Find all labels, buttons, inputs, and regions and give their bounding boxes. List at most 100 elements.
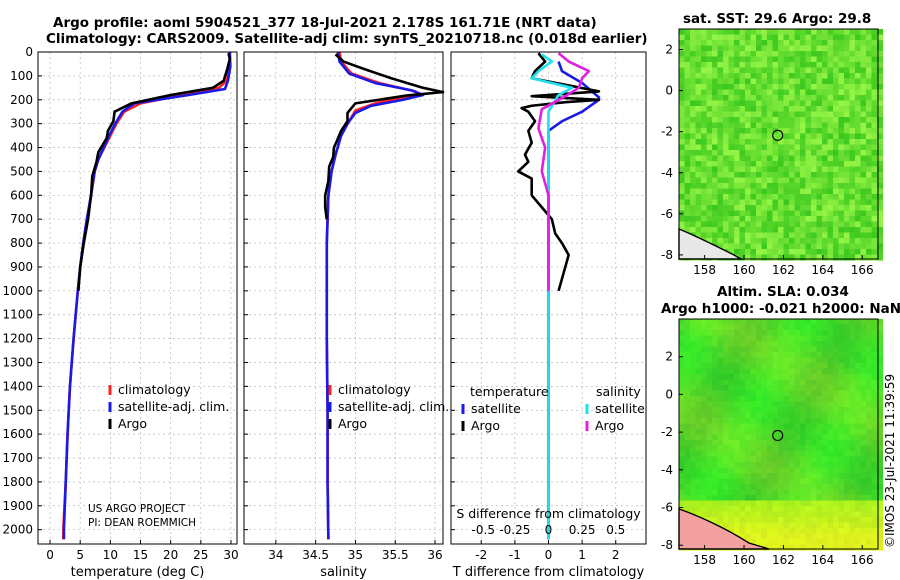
heatmap-cell [772, 412, 779, 419]
heatmap-cell [860, 429, 867, 436]
heatmap-cell [756, 40, 763, 47]
heatmap-cell [811, 418, 818, 425]
heatmap-cell [789, 522, 796, 529]
heatmap-cell [811, 357, 818, 364]
heatmap-cell [789, 445, 796, 452]
heatmap-cell [849, 522, 856, 529]
heatmap-cell [822, 161, 829, 168]
heatmap-cell [866, 84, 873, 91]
heatmap-cell [855, 117, 862, 124]
heatmap-cell [734, 412, 741, 419]
heatmap-cell [767, 254, 774, 261]
heatmap-cell [849, 210, 856, 217]
heatmap-cell [800, 335, 807, 342]
heatmap-cell [811, 390, 818, 397]
heatmap-cell [712, 51, 719, 58]
heatmap-cell [712, 144, 719, 151]
heatmap-cell [745, 150, 752, 157]
heatmap-cell [756, 401, 763, 408]
heatmap-cell [871, 95, 878, 102]
heatmap-cell [761, 473, 768, 480]
heatmap-cell [844, 324, 851, 331]
heatmap-cell [844, 418, 851, 425]
legend-label: satellite-adj. clim. [118, 399, 229, 414]
heatmap-cell [866, 517, 873, 524]
heatmap-cell [805, 89, 812, 96]
heatmap-cell [701, 29, 708, 36]
heatmap-cell [723, 95, 730, 102]
heatmap-cell [838, 62, 845, 69]
heatmap-cell [717, 172, 724, 179]
heatmap-cell [855, 522, 862, 529]
heatmap-cell [734, 484, 741, 491]
heatmap-cell [712, 385, 719, 392]
series-line-climatology [325, 51, 421, 540]
heatmap-cell [739, 440, 746, 447]
heatmap-cell [739, 407, 746, 414]
heatmap-cell [734, 346, 741, 353]
heatmap-cell [739, 423, 746, 430]
heatmap-cell [877, 84, 884, 91]
heatmap-cell [739, 188, 746, 195]
heatmap-cell [778, 89, 785, 96]
heatmap-cell [778, 243, 785, 250]
heatmap-cell [701, 352, 708, 359]
heatmap-cell [877, 128, 884, 135]
heatmap-cell [800, 418, 807, 425]
heatmap-cell [811, 473, 818, 480]
heatmap-cell [783, 330, 790, 337]
heatmap-cell [712, 357, 719, 364]
heatmap-cell [827, 232, 834, 239]
heatmap-cell [805, 341, 812, 348]
heatmap-cell [860, 144, 867, 151]
heatmap-cell [794, 363, 801, 370]
heatmap-cell [805, 122, 812, 129]
heatmap-cell [844, 122, 851, 129]
heatmap-cell [849, 379, 856, 386]
heatmap-cell [816, 489, 823, 496]
heatmap-cell [772, 418, 779, 425]
heatmap-cell [800, 194, 807, 201]
heatmap-cell [866, 533, 873, 540]
heatmap-cell [750, 106, 757, 113]
heatmap-cell [833, 401, 840, 408]
heatmap-cell [811, 177, 818, 184]
heatmap-cell [811, 73, 818, 80]
heatmap-cell [701, 385, 708, 392]
heatmap-cell [723, 216, 730, 223]
heatmap-cell [756, 144, 763, 151]
heatmap-cell [756, 84, 763, 91]
heatmap-cell [794, 243, 801, 250]
heatmap-cell [679, 368, 686, 375]
map-y-tick-label: 0 [665, 387, 673, 401]
heatmap-cell [717, 194, 724, 201]
heatmap-cell [767, 67, 774, 74]
heatmap-cell [811, 183, 818, 190]
heatmap-cell [789, 379, 796, 386]
heatmap-cell [717, 199, 724, 206]
heatmap-cell [811, 412, 818, 419]
heatmap-cell [871, 489, 878, 496]
heatmap-cell [860, 544, 867, 551]
heatmap-cell [761, 352, 768, 359]
heatmap-cell [800, 249, 807, 256]
heatmap-cell [690, 390, 697, 397]
heatmap-cell [794, 183, 801, 190]
heatmap-cell [860, 456, 867, 463]
heatmap-cell [679, 352, 686, 359]
heatmap-cell [745, 51, 752, 58]
heatmap-cell [717, 335, 724, 342]
heatmap-cell [816, 456, 823, 463]
heatmap-cell [723, 73, 730, 80]
heatmap-cell [866, 445, 873, 452]
heatmap-cell [789, 78, 796, 85]
heatmap-cell [712, 484, 719, 491]
heatmap-cell [745, 484, 752, 491]
heatmap-cell [756, 429, 763, 436]
heatmap-cell [844, 78, 851, 85]
heatmap-cell [822, 227, 829, 234]
heatmap-cell [778, 484, 785, 491]
heatmap-cell [767, 396, 774, 403]
heatmap-cell [827, 423, 834, 430]
heatmap-cell [849, 418, 856, 425]
